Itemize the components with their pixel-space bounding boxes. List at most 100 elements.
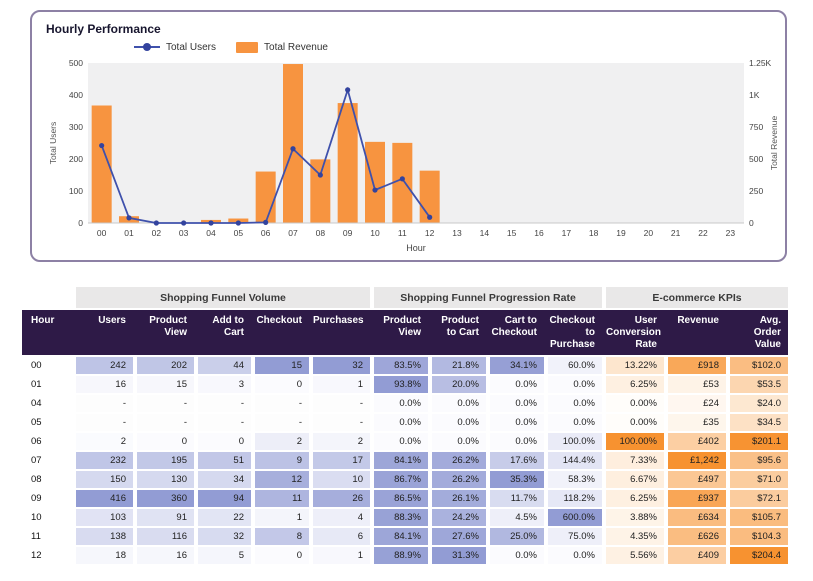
table-cell[interactable]: £634 bbox=[666, 508, 728, 527]
table-cell[interactable]: 26 bbox=[311, 489, 372, 508]
table-cell[interactable]: 360 bbox=[135, 489, 196, 508]
table-cell[interactable]: 100.0% bbox=[546, 432, 604, 451]
table-cell[interactable]: 195 bbox=[135, 451, 196, 470]
table-cell[interactable]: £409 bbox=[666, 546, 728, 565]
column-header[interactable]: Add to Cart bbox=[212, 315, 244, 338]
table-cell[interactable]: 84.1% bbox=[372, 527, 430, 546]
table-cell[interactable]: 1 bbox=[311, 546, 372, 565]
table-cell[interactable]: 2 bbox=[311, 432, 372, 451]
table-cell[interactable]: 0.0% bbox=[430, 394, 488, 413]
table-cell[interactable]: - bbox=[253, 413, 311, 432]
table-cell[interactable]: 4.35% bbox=[604, 527, 666, 546]
table-cell[interactable]: £918 bbox=[666, 356, 728, 375]
column-header[interactable]: Purchases bbox=[313, 315, 364, 326]
column-header[interactable]: Hour bbox=[31, 315, 55, 326]
table-cell[interactable]: 100.00% bbox=[604, 432, 666, 451]
revenue-bar-hour-09[interactable] bbox=[337, 103, 358, 223]
table-cell[interactable]: 0.00% bbox=[604, 394, 666, 413]
column-header[interactable]: Product View bbox=[149, 315, 187, 338]
table-cell[interactable]: $34.5 bbox=[728, 413, 790, 432]
table-cell[interactable]: 86.7% bbox=[372, 470, 430, 489]
users-point-hour-10[interactable] bbox=[372, 187, 378, 193]
table-cell[interactable]: 0 bbox=[253, 375, 311, 394]
table-cell[interactable]: 58.3% bbox=[546, 470, 604, 489]
column-header[interactable]: Revenue bbox=[677, 315, 719, 326]
table-cell[interactable]: 12 bbox=[253, 470, 311, 489]
table-cell[interactable]: £402 bbox=[666, 432, 728, 451]
table-cell[interactable]: 16 bbox=[74, 375, 135, 394]
table-cell[interactable]: 118.2% bbox=[546, 489, 604, 508]
table-cell[interactable]: 94 bbox=[196, 489, 253, 508]
table-cell[interactable]: 26.1% bbox=[430, 489, 488, 508]
table-cell[interactable]: 6.25% bbox=[604, 375, 666, 394]
table-cell[interactable]: 26.2% bbox=[430, 470, 488, 489]
table-cell[interactable]: 15 bbox=[135, 375, 196, 394]
table-cell[interactable]: 93.8% bbox=[372, 375, 430, 394]
table-cell[interactable]: 11 bbox=[253, 489, 311, 508]
table-cell[interactable]: 18 bbox=[74, 546, 135, 565]
table-cell[interactable]: 0.0% bbox=[372, 413, 430, 432]
table-cell[interactable]: 150 bbox=[74, 470, 135, 489]
table-cell[interactable]: 6.67% bbox=[604, 470, 666, 489]
table-cell[interactable]: $201.1 bbox=[728, 432, 790, 451]
users-point-hour-09[interactable] bbox=[345, 87, 351, 93]
users-point-hour-11[interactable] bbox=[399, 176, 405, 182]
table-cell[interactable]: 11.7% bbox=[488, 489, 546, 508]
users-point-hour-03[interactable] bbox=[181, 220, 187, 226]
table-cell[interactable]: 0.0% bbox=[488, 546, 546, 565]
table-cell[interactable]: - bbox=[253, 394, 311, 413]
table-cell[interactable]: 20.0% bbox=[430, 375, 488, 394]
table-cell[interactable]: $72.1 bbox=[728, 489, 790, 508]
table-cell[interactable]: 0.0% bbox=[488, 413, 546, 432]
table-cell[interactable]: £53 bbox=[666, 375, 728, 394]
legend-item-total-users[interactable]: Total Users bbox=[134, 42, 216, 53]
table-cell[interactable]: 15 bbox=[253, 356, 311, 375]
table-cell[interactable]: 91 bbox=[135, 508, 196, 527]
table-cell[interactable]: 0 bbox=[253, 546, 311, 565]
table-cell[interactable]: 88.3% bbox=[372, 508, 430, 527]
table-cell[interactable]: 0.0% bbox=[372, 432, 430, 451]
table-cell[interactable]: 0.0% bbox=[488, 394, 546, 413]
table-cell[interactable]: £497 bbox=[666, 470, 728, 489]
table-cell[interactable]: 32 bbox=[196, 527, 253, 546]
column-header[interactable]: Product to Cart bbox=[441, 315, 479, 338]
revenue-bar-hour-00[interactable] bbox=[91, 105, 112, 223]
table-cell[interactable]: - bbox=[311, 394, 372, 413]
table-cell[interactable]: $95.6 bbox=[728, 451, 790, 470]
table-cell[interactable]: 17.6% bbox=[488, 451, 546, 470]
table-cell[interactable]: 6.25% bbox=[604, 489, 666, 508]
table-cell[interactable]: 202 bbox=[135, 356, 196, 375]
table-cell[interactable]: 1 bbox=[311, 375, 372, 394]
table-cell[interactable]: 2 bbox=[74, 432, 135, 451]
table-cell[interactable]: 242 bbox=[74, 356, 135, 375]
column-header[interactable]: Checkout bbox=[256, 315, 302, 326]
table-cell[interactable]: $104.3 bbox=[728, 527, 790, 546]
column-header[interactable]: Users bbox=[98, 315, 126, 326]
table-cell[interactable]: 13.22% bbox=[604, 356, 666, 375]
table-cell[interactable]: 44 bbox=[196, 356, 253, 375]
table-cell[interactable]: 416 bbox=[74, 489, 135, 508]
table-cell[interactable]: 88.9% bbox=[372, 546, 430, 565]
table-cell[interactable]: 600.0% bbox=[546, 508, 604, 527]
table-cell[interactable]: 4.5% bbox=[488, 508, 546, 527]
table-cell[interactable]: 0.0% bbox=[546, 413, 604, 432]
table-cell[interactable]: - bbox=[74, 394, 135, 413]
table-cell[interactable]: 22 bbox=[196, 508, 253, 527]
table-cell[interactable]: £24 bbox=[666, 394, 728, 413]
column-header[interactable]: User Conversion Rate bbox=[606, 315, 662, 350]
table-cell[interactable]: - bbox=[196, 394, 253, 413]
table-cell[interactable]: 75.0% bbox=[546, 527, 604, 546]
table-cell[interactable]: 83.5% bbox=[372, 356, 430, 375]
table-cell[interactable]: 0.0% bbox=[546, 546, 604, 565]
table-cell[interactable]: 0.00% bbox=[604, 413, 666, 432]
table-cell[interactable]: 16 bbox=[135, 546, 196, 565]
table-cell[interactable]: 51 bbox=[196, 451, 253, 470]
users-point-hour-06[interactable] bbox=[263, 219, 269, 225]
table-cell[interactable]: 24.2% bbox=[430, 508, 488, 527]
table-cell[interactable]: 10 bbox=[311, 470, 372, 489]
table-cell[interactable]: 138 bbox=[74, 527, 135, 546]
table-cell[interactable]: 4 bbox=[311, 508, 372, 527]
table-cell[interactable]: £1,242 bbox=[666, 451, 728, 470]
table-cell[interactable]: $105.7 bbox=[728, 508, 790, 527]
table-cell[interactable]: 103 bbox=[74, 508, 135, 527]
